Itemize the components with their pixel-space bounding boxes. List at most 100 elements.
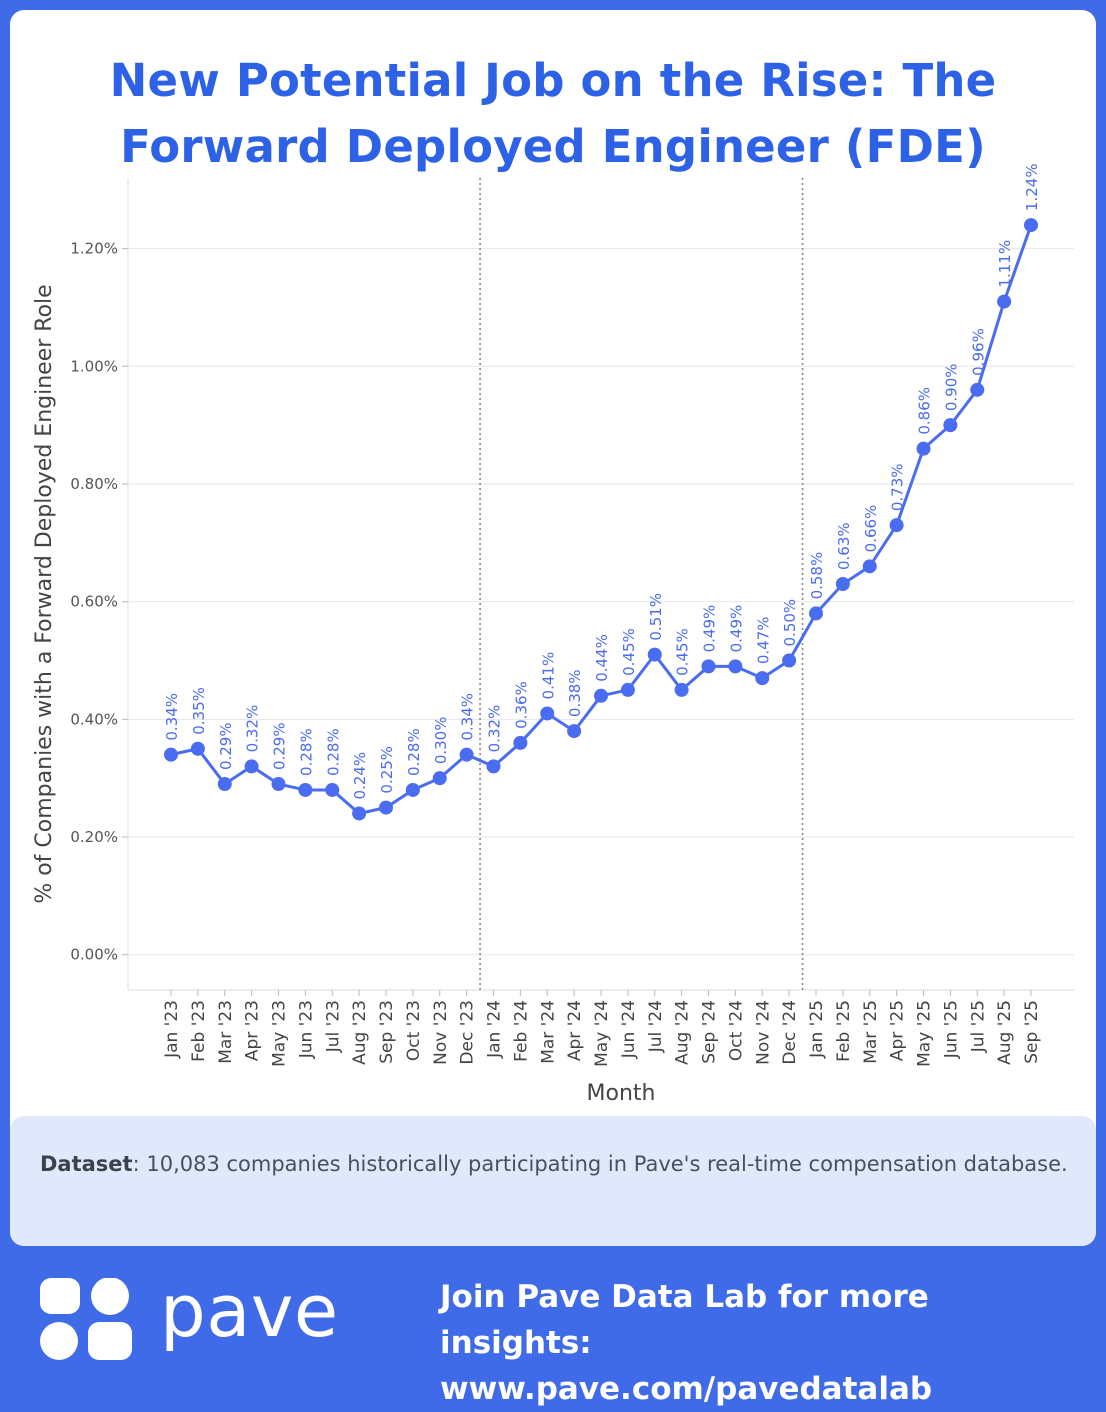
y-tick-label: 1.00% [70,357,118,375]
call-to-action: Join Pave Data Lab for more insights: ww… [440,1274,1090,1412]
cta-link[interactable]: www.pave.com/pavedatalab [440,1371,933,1407]
x-tick-label: May '24 [592,1000,612,1067]
x-tick-label: Feb '23 [189,1000,209,1062]
x-tick-label: Aug '23 [350,1000,370,1065]
data-point [728,659,743,674]
data-point [244,759,259,774]
x-tick-label: Apr '23 [243,1000,263,1061]
x-tick-label: Dec '23 [458,1000,478,1065]
data-point [835,577,850,591]
x-tick-label: Apr '25 [888,1000,908,1061]
x-tick-label: Nov '23 [431,1000,451,1065]
data-point [701,659,716,674]
x-tick-label: Oct '23 [404,1000,424,1061]
pave-logo-icon [40,1278,132,1360]
x-tick-label: Jul '25 [968,1000,988,1053]
data-label: 1.24% [1023,163,1041,211]
x-tick-label: Feb '25 [834,1000,854,1062]
data-label: 0.25% [378,746,396,794]
y-tick-label: 1.20% [70,240,118,258]
data-label: 0.36% [512,681,530,729]
x-tick-label: Sep '25 [1022,1000,1042,1064]
data-point [190,741,205,756]
x-tick-label: Jun '24 [619,1000,639,1059]
data-label: 1.11% [996,240,1014,288]
x-tick-label: Apr '24 [565,1000,585,1061]
data-point [943,418,958,433]
data-point [298,782,313,797]
data-label: 0.41% [539,652,557,700]
data-point [432,771,447,786]
data-point [755,671,770,686]
data-label: 0.47% [754,616,772,664]
data-label: 0.49% [701,605,719,653]
x-tick-label: Sep '23 [377,1000,397,1064]
data-point [567,724,582,739]
data-label: 0.96% [969,328,987,376]
x-tick-label: Nov '24 [753,1000,773,1065]
data-point [782,653,797,668]
y-tick-label: 0.20% [70,828,118,846]
data-label: 0.58% [808,552,826,600]
x-tick-label: Dec '24 [780,1000,800,1065]
title-line-1: New Potential Job on the Rise: The [109,54,997,107]
data-label: 0.44% [593,634,611,682]
dataset-description: : 10,083 companies historically particip… [132,1152,1068,1176]
data-point [513,735,528,750]
x-tick-label: Oct '24 [726,1000,746,1061]
dataset-note-text: Dataset: 10,083 companies historically p… [40,1148,1070,1181]
data-point [647,647,662,662]
data-point [271,777,286,792]
x-tick-label: Mar '23 [216,1000,236,1064]
data-point [379,800,393,815]
x-tick-label: Mar '24 [538,1000,558,1064]
data-label: 0.45% [620,628,638,676]
chart-card: New Potential Job on the Rise: The Forwa… [10,10,1096,1246]
y-tick-label: 0.60% [70,593,118,611]
x-tick-label: Jun '23 [296,1000,316,1059]
data-point [1024,218,1038,233]
y-tick-label: 0.80% [70,475,118,493]
x-tick-label: Jan '23 [162,1000,182,1059]
data-label: 0.66% [862,505,880,553]
x-tick-label: Sep '24 [700,1000,720,1064]
data-label: 0.29% [271,722,289,770]
data-point [916,441,931,456]
dataset-note: Dataset: 10,083 companies historically p… [10,1116,1096,1246]
data-label: 0.28% [324,728,342,776]
data-label: 0.34% [459,693,477,741]
data-label: 0.63% [835,522,853,570]
data-label: 0.34% [163,693,181,741]
data-label: 0.32% [244,705,262,753]
data-label: 0.86% [916,387,934,435]
data-label: 0.32% [486,705,504,753]
x-tick-label: May '23 [270,1000,290,1067]
data-point [620,682,635,697]
x-tick-label: Jan '25 [807,1000,827,1059]
data-point [459,747,474,762]
series-line [170,224,1033,815]
y-tick-label: 0.00% [70,946,118,964]
line-chart: 0.00% 0.20% 0.40% 0.60% 0.80% 1.00% 1.20% % of … [32,163,1074,1106]
data-point [405,782,420,797]
y-tick-label: 0.40% [70,710,118,728]
x-tick-label: Aug '25 [995,1000,1015,1065]
data-label: 0.38% [566,669,584,717]
x-tick-label: Jun '25 [941,1000,961,1059]
data-point [889,518,904,533]
data-point [486,759,501,774]
data-point [970,382,985,397]
data-point [325,782,340,797]
data-label: 0.49% [727,605,745,653]
x-tick-label: Jul '23 [323,1000,343,1053]
data-point [164,747,178,762]
x-tick-label: Mar '25 [861,1000,881,1064]
data-label: 0.28% [297,728,315,776]
data-label: 0.50% [781,599,799,647]
data-label: 0.29% [217,722,235,770]
data-point [862,559,877,574]
data-label: 0.24% [351,752,369,800]
x-axis-title: Month [587,1081,656,1106]
x-tick-label: May '25 [915,1000,935,1067]
data-point [540,706,555,721]
